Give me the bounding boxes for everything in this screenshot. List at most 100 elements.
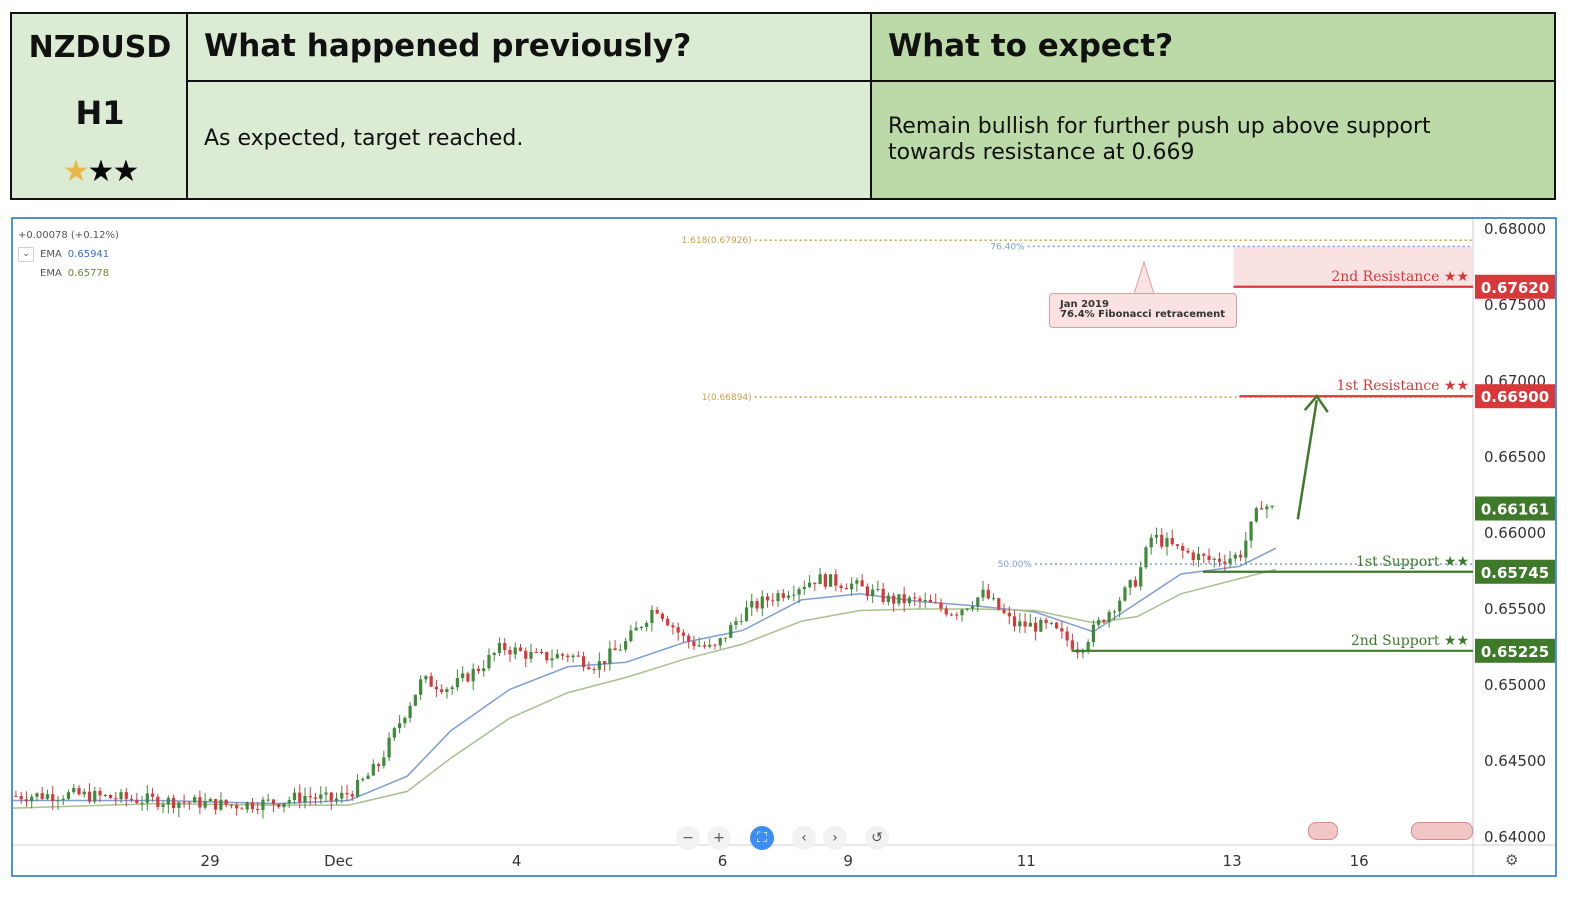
candle-body [98, 791, 102, 796]
candle-body [666, 618, 670, 626]
candle-body [1112, 611, 1117, 613]
candle-body [508, 650, 512, 655]
candle-body [645, 622, 649, 627]
zoom-out-button[interactable]: − [676, 826, 700, 850]
price-chart-frame[interactable] [11, 217, 1557, 877]
scroll-left-button[interactable]: ‹ [792, 826, 816, 850]
legend-ema-slow: EMA 0.65778 [18, 264, 119, 283]
fibonacci-note: Jan 2019 76.4% Fibonacci retracement [1049, 293, 1237, 328]
previous-body-cell: As expected, target reached. [188, 82, 872, 198]
candle-body [1181, 545, 1185, 551]
candle-body [886, 595, 891, 602]
expect-body: Remain bullish for further push up above… [888, 114, 1431, 165]
candle-body [1065, 631, 1069, 641]
gear-icon[interactable]: ⚙ [1505, 851, 1519, 869]
candle-body [1086, 642, 1090, 651]
note-pointer [1133, 260, 1155, 295]
reset-chart-button[interactable]: ↺ [865, 826, 889, 850]
candle-body [1191, 552, 1195, 560]
candle-body [487, 654, 491, 669]
candle-body [634, 627, 638, 631]
candle-body [172, 797, 176, 809]
candle-body [114, 798, 118, 800]
candle-body [718, 638, 722, 646]
y-tick-label: 0.68000 [1484, 220, 1546, 238]
candle-body [35, 793, 39, 797]
candle-body [82, 791, 86, 795]
candle-body [250, 802, 255, 810]
candle-body [655, 609, 659, 614]
candle-body [413, 694, 417, 706]
price-change: +0.00078 (+0.12%) [18, 230, 119, 241]
x-tick-label: 6 [718, 852, 728, 870]
expect-body-cell: Remain bullish for further push up above… [872, 82, 1554, 198]
candle-body [1128, 580, 1132, 588]
candle-body [671, 625, 675, 628]
candle-body [608, 648, 612, 664]
x-tick-label: Dec [324, 852, 353, 870]
candle-body [597, 661, 601, 670]
level-label: 2nd Resistance ★★ [1331, 269, 1469, 285]
candle-body [1175, 544, 1180, 546]
candle-body [723, 637, 728, 639]
candle-body [692, 641, 696, 647]
candle-body [786, 595, 791, 598]
candle-body [970, 606, 975, 609]
candle-body [193, 797, 197, 803]
timeframe-label: H1 [75, 94, 125, 132]
chevron-down-icon[interactable]: ⌄ [18, 246, 34, 262]
candle-body [897, 594, 901, 604]
candle-body [77, 787, 81, 795]
candle-body [534, 651, 538, 653]
candle-body [1097, 620, 1101, 625]
candle-body [1254, 508, 1258, 522]
candle-body [1223, 561, 1227, 564]
reset-view-button[interactable]: ⛶ [750, 826, 774, 850]
candle-body [708, 644, 712, 647]
candle-body [592, 669, 596, 671]
candle-body [455, 678, 460, 688]
level-badge-value: 0.65745 [1481, 564, 1549, 582]
candle-body [792, 594, 796, 596]
level-badge [1475, 274, 1555, 299]
candle-body [440, 689, 444, 693]
candle-body [739, 620, 743, 622]
candle-body [524, 650, 528, 659]
candle-body [760, 596, 764, 609]
zoom-in-button[interactable]: + [707, 826, 731, 850]
candle-body [650, 609, 654, 623]
ema-fast-value: 0.65941 [67, 249, 110, 260]
candle-body [618, 649, 622, 651]
candle-body [1070, 640, 1074, 650]
candle-body [429, 676, 433, 687]
candle-body [392, 728, 396, 738]
y-tick-label: 0.66000 [1484, 524, 1546, 542]
candle-body [602, 661, 607, 664]
candle-body [1102, 620, 1106, 623]
candle-body [1133, 580, 1138, 587]
candle-body [497, 643, 502, 653]
candle-body [466, 673, 470, 682]
economic-event-flag-icon[interactable] [1308, 822, 1338, 840]
candle-body [639, 626, 643, 628]
candle-body [1123, 587, 1127, 601]
candle-body [1196, 553, 1201, 560]
scroll-right-button[interactable]: › [823, 826, 847, 850]
level-label: 1st Resistance ★★ [1336, 378, 1469, 394]
candle-body [350, 794, 354, 797]
candle-body [697, 645, 701, 647]
note-line-2: 76.4% Fibonacci retracement [1060, 309, 1226, 320]
candle-body [208, 799, 212, 802]
candle-body [45, 794, 50, 799]
economic-event-flag-icon[interactable] [1411, 822, 1473, 840]
candle-body [981, 589, 985, 598]
candle-body [366, 775, 370, 779]
candle-body [371, 764, 375, 776]
candle-body [287, 800, 291, 804]
note-line-1: Jan 2019 [1060, 299, 1109, 310]
fib-level-label: 1.618(0.67926) [682, 236, 752, 246]
y-tick-label: 0.64000 [1484, 828, 1546, 846]
candle-body [261, 799, 265, 811]
y-tick-label: 0.65000 [1484, 676, 1546, 694]
